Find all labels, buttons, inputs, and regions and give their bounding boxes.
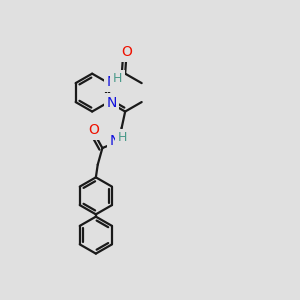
Text: N: N (106, 75, 117, 89)
Text: O: O (88, 124, 99, 137)
Text: N: N (110, 134, 120, 148)
Text: N: N (106, 96, 117, 110)
Text: O: O (122, 45, 133, 59)
Text: H: H (118, 131, 127, 144)
Text: H: H (113, 73, 122, 85)
